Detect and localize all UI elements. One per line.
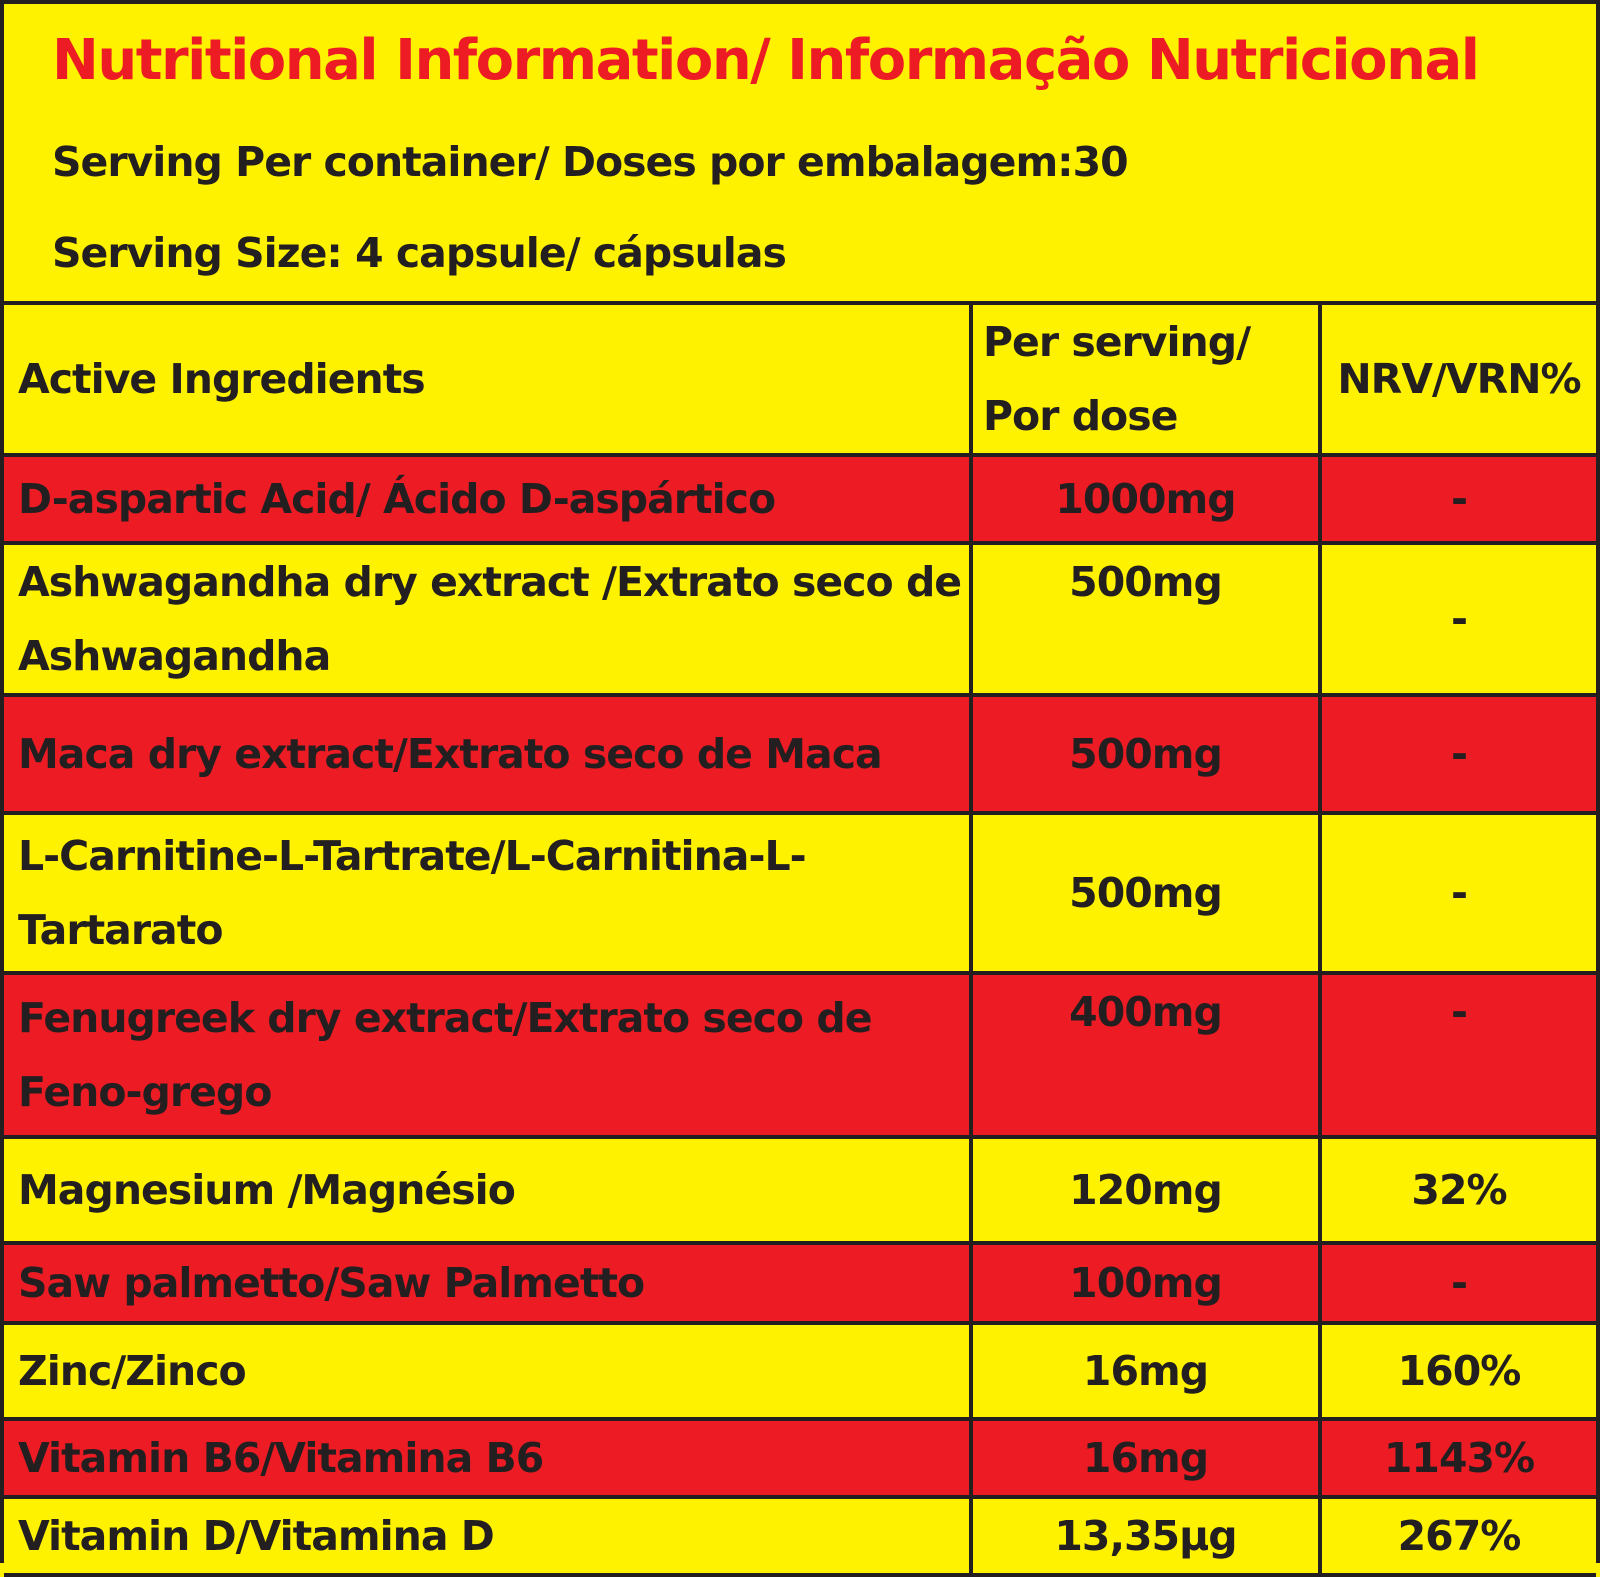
per-serving-line2: Por dose bbox=[983, 392, 1178, 440]
nrv-value: 160% bbox=[1318, 1321, 1596, 1421]
table-row: Maca dry extract/Extrato seco de Maca 50… bbox=[4, 693, 1596, 815]
table-row: L-Carnitine-L-Tartrate/L-Carnitina-L-Tar… bbox=[4, 811, 1596, 975]
table-row: Magnesium /Magnésio 120mg 32% bbox=[4, 1135, 1596, 1245]
ingredient-name: D-aspartic Acid/ Ácido D-aspártico bbox=[4, 453, 973, 545]
ingredient-name: Zinc/Zinco bbox=[4, 1321, 973, 1421]
ingredient-name: L-Carnitine-L-Tartrate/L-Carnitina-L-Tar… bbox=[4, 811, 973, 975]
table-row: Zinc/Zinco 16mg 160% bbox=[4, 1321, 1596, 1421]
serving-size: Serving Size: 4 capsule/ cápsulas bbox=[52, 229, 787, 277]
per-serving-value: 16mg bbox=[969, 1417, 1322, 1499]
table-row: D-aspartic Acid/ Ácido D-aspártico 1000m… bbox=[4, 453, 1596, 545]
table-row: Ashwagandha dry extract /Extrato seco de… bbox=[4, 541, 1596, 697]
per-serving-value: 500mg bbox=[969, 811, 1322, 975]
per-serving-value: 1000mg bbox=[969, 453, 1322, 545]
per-serving-value: 100mg bbox=[969, 1241, 1322, 1325]
per-serving-value: 120mg bbox=[969, 1135, 1322, 1245]
nrv-value: 1143% bbox=[1318, 1417, 1596, 1499]
ingredient-name: Fenugreek dry extract/Extrato seco de Fe… bbox=[4, 971, 973, 1139]
ingredient-name: Saw palmetto/Saw Palmetto bbox=[4, 1241, 973, 1325]
ingredient-name: Ashwagandha dry extract /Extrato seco de… bbox=[4, 541, 973, 697]
table-row: Vitamin D/Vitamina D 13,35µg 267% bbox=[4, 1495, 1596, 1577]
per-serving-value: 500mg bbox=[969, 693, 1322, 815]
ingredient-name: Maca dry extract/Extrato seco de Maca bbox=[4, 693, 973, 815]
nrv-value: 32% bbox=[1318, 1135, 1596, 1245]
nrv-value: - bbox=[1318, 811, 1596, 975]
ingredient-name: Vitamin D/Vitamina D bbox=[4, 1495, 973, 1577]
column-header-ingredients: Active Ingredients bbox=[4, 305, 973, 457]
nutrition-table: Active Ingredients Per serving/ Por dose… bbox=[4, 305, 1596, 1577]
nrv-value: - bbox=[1318, 1241, 1596, 1325]
per-serving-value: 500mg bbox=[969, 541, 1322, 697]
nrv-value: - bbox=[1318, 453, 1596, 545]
per-serving-line1: Per serving/ bbox=[983, 318, 1251, 366]
per-serving-value: 400mg bbox=[969, 971, 1322, 1139]
table-row: Vitamin B6/Vitamina B6 16mg 1143% bbox=[4, 1417, 1596, 1499]
table-header-row: Active Ingredients Per serving/ Por dose… bbox=[4, 305, 1596, 457]
table-row: Saw palmetto/Saw Palmetto 100mg - bbox=[4, 1241, 1596, 1325]
column-header-nrv: NRV/VRN% bbox=[1318, 305, 1596, 457]
ingredient-name: Magnesium /Magnésio bbox=[4, 1135, 973, 1245]
label-header: Nutritional Information/ Informação Nutr… bbox=[4, 4, 1596, 305]
servings-per-container: Serving Per container/ Doses por embalag… bbox=[52, 138, 1129, 186]
column-header-per-serving: Per serving/ Por dose bbox=[969, 305, 1322, 457]
ingredient-name: Vitamin B6/Vitamina B6 bbox=[4, 1417, 973, 1499]
per-serving-value: 13,35µg bbox=[969, 1495, 1322, 1577]
nrv-value: - bbox=[1318, 693, 1596, 815]
per-serving-value: 16mg bbox=[969, 1321, 1322, 1421]
label-title: Nutritional Information/ Informação Nutr… bbox=[52, 28, 1480, 93]
table-row: Fenugreek dry extract/Extrato seco de Fe… bbox=[4, 971, 1596, 1139]
nrv-value: - bbox=[1318, 541, 1596, 697]
nrv-value: - bbox=[1318, 971, 1596, 1139]
nrv-value: 267% bbox=[1318, 1495, 1596, 1577]
